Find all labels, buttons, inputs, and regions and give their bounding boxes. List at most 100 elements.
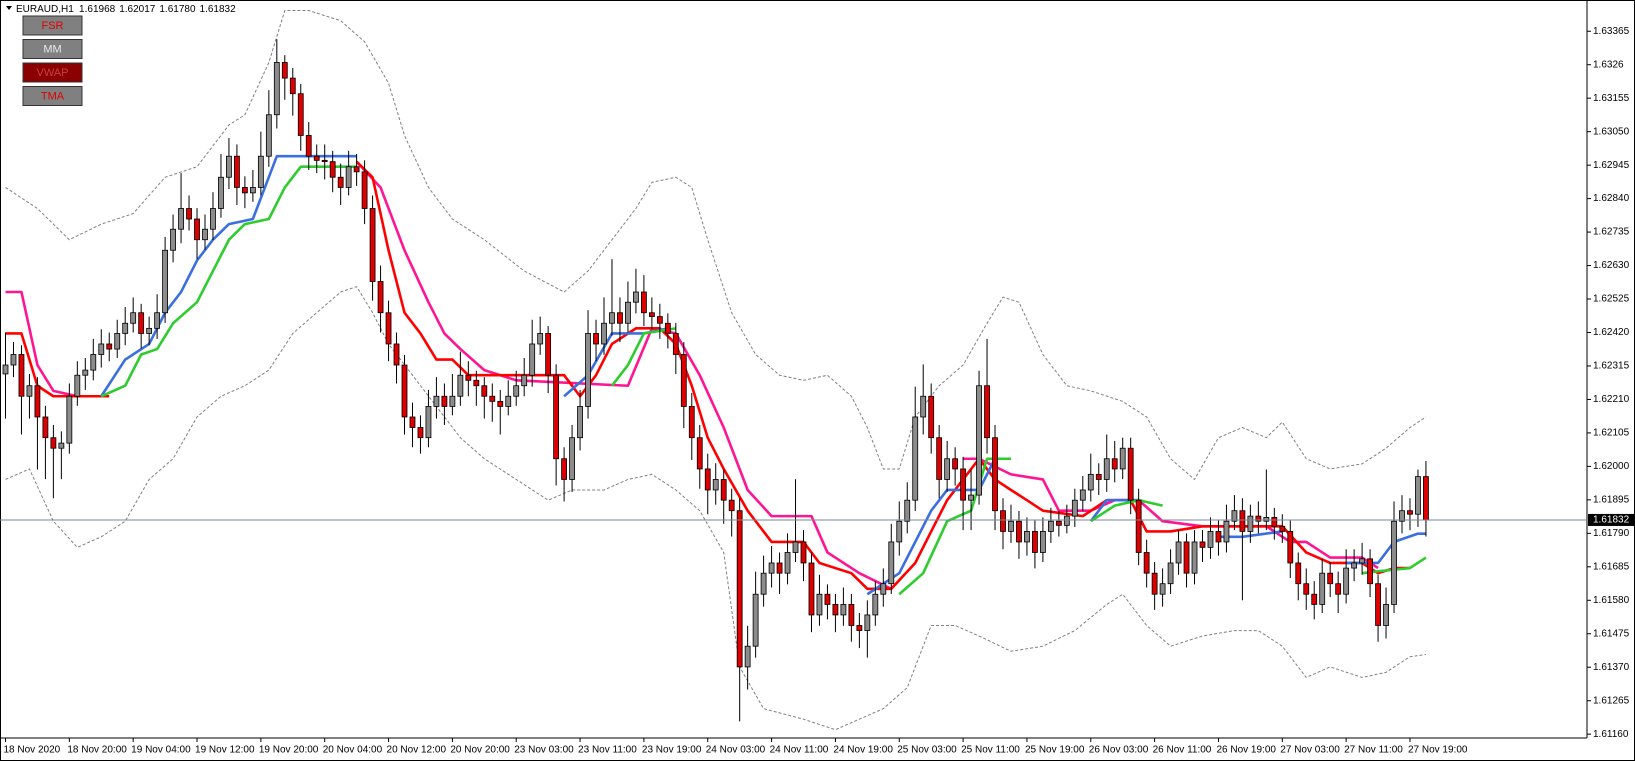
button-face[interactable] [22,39,83,59]
x-tick-label: 18 Nov 2020 [4,745,61,756]
x-tick-label: 18 Nov 20:00 [67,745,127,756]
candle-body [1119,447,1126,470]
candle-body [82,369,89,376]
candle-body [1247,515,1254,532]
candle-body [904,499,911,522]
candle-body [952,458,959,470]
y-tick-label: 1.62840 [1593,193,1630,204]
candle-body [393,343,400,366]
indicator-button[interactable]: FSR [22,15,83,36]
candle-body [537,333,544,345]
button-label[interactable]: VWAP [37,67,69,79]
candle-body [1016,520,1022,543]
candle-body [641,291,647,314]
candle-body [194,218,200,241]
symbol: EURAUD,H1 [16,4,74,15]
candle-body [98,343,105,355]
y-tick-label: 1.61475 [1593,628,1630,639]
indicator-line [100,165,1427,596]
candle-body [1095,473,1102,480]
candle-body [401,364,408,418]
x-tick-label: 23 Nov 19:00 [642,745,702,756]
candle-body [42,416,49,439]
candle-body [617,312,623,324]
button-label[interactable]: MM [43,43,61,55]
candle-body [473,379,480,387]
candle-body [497,400,504,407]
candle-body [601,322,607,345]
candle-body [569,437,575,480]
candle-body [1335,583,1342,595]
y-tick-label: 1.61685 [1593,561,1630,572]
candle-body [441,395,448,407]
candle-body [968,494,974,501]
button-label[interactable]: FSR [42,20,64,32]
candle-body [1311,593,1318,605]
candle-body [1103,458,1110,480]
candle-body [1087,473,1094,491]
candle-body [824,593,831,605]
candle-body [1047,520,1054,532]
candle-body [26,385,33,397]
candle-body [744,645,751,668]
candle-body [409,416,416,428]
candle-body [90,354,97,371]
candle-body [1127,447,1134,501]
menu-arrow [6,6,12,10]
x-tick-label: 24 Nov 19:00 [833,745,893,756]
candle-body [1055,520,1062,526]
indicator-button[interactable]: VWAP [22,62,83,83]
button-face[interactable] [22,86,83,106]
candle-body [593,333,599,345]
candle-body [704,468,711,491]
candle-body [234,155,240,188]
candle-body [553,374,560,460]
x-tick-label: 25 Nov 03:00 [897,745,957,756]
candle-body [449,395,456,407]
x-tick-label: 23 Nov 03:00 [514,745,574,756]
candle-body [1327,572,1334,585]
candle-body [1295,562,1302,585]
candle-body [696,437,703,470]
y-tick-label: 1.61790 [1593,528,1630,539]
candle-body [130,312,137,324]
candle-body [712,479,719,491]
x-tick-label: 26 Nov 03:00 [1089,745,1149,756]
candle-body [609,312,615,324]
candle-body [50,437,57,449]
candle-body [784,552,791,574]
button-label[interactable]: TMA [41,90,65,102]
candle-body [1032,531,1038,553]
candle-body [856,625,863,631]
candle-body [1040,531,1046,553]
y-tick-label: 1.62630 [1593,260,1630,271]
candle-body [74,374,81,397]
candle-body [138,312,145,334]
x-tick-label: 27 Nov 19:00 [1408,745,1468,756]
candle-body [465,374,472,381]
y-tick-label: 1.62420 [1593,327,1630,338]
candle-body [457,374,464,397]
candle-body [1255,515,1262,522]
y-tick-label: 1.61265 [1593,695,1630,706]
candle-body [688,406,695,439]
button-face[interactable] [22,15,83,36]
candle-body [1423,476,1429,521]
y-tick-label: 1.6326 [1593,59,1624,70]
indicator-button[interactable]: MM [22,39,83,59]
y-tick-label: 1.62000 [1593,461,1630,472]
indicator-button[interactable]: TMA [22,86,83,106]
x-tick-label: 19 Nov 20:00 [259,745,319,756]
candle-body [920,395,927,418]
candle-body [154,312,161,329]
candle-body [218,176,224,209]
candle-body [848,604,855,626]
candle-body [720,479,727,501]
candle-body [776,562,783,574]
x-tick-label: 27 Nov 03:00 [1280,745,1340,756]
button-face[interactable] [22,62,83,83]
candle-body [1159,583,1166,595]
candle-body [1351,562,1358,569]
x-tick-label: 24 Nov 11:00 [770,745,829,756]
y-tick-label: 1.61895 [1593,495,1630,506]
